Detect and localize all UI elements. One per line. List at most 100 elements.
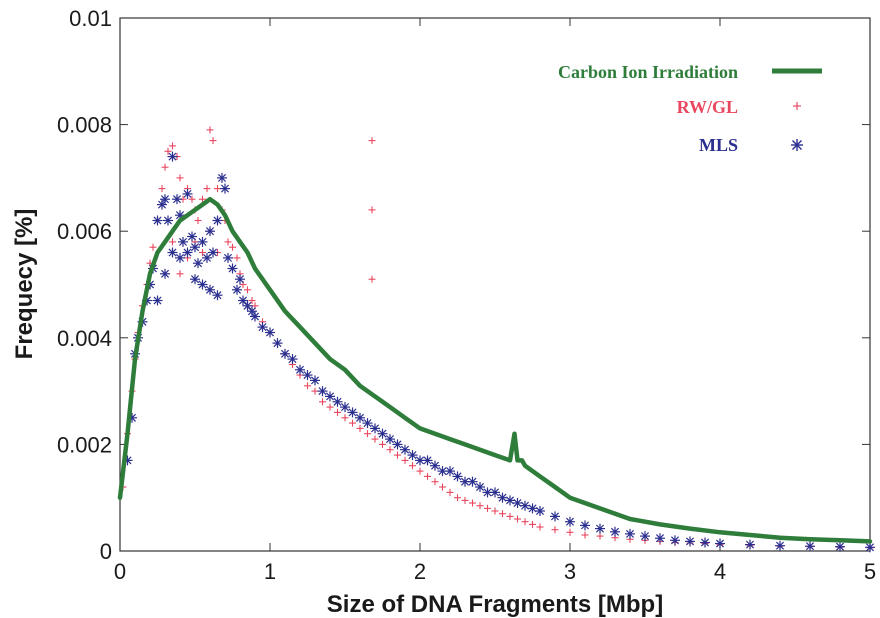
legend-label-mls: MLS [699, 135, 738, 155]
point-rw-gl [368, 137, 376, 145]
point-mls [272, 338, 283, 349]
point-mls [392, 439, 403, 450]
point-mls [167, 151, 178, 162]
x-tick-label: 4 [714, 559, 726, 584]
point-rw-gl [311, 387, 319, 395]
point-rw-gl [514, 515, 521, 523]
point-mls [167, 247, 178, 258]
point-mls [512, 498, 523, 508]
point-rw-gl [214, 185, 221, 193]
point-rw-gl [491, 507, 499, 515]
point-rw-gl [401, 456, 409, 464]
y-tick-label: 0.01 [69, 6, 112, 31]
point-rw-gl [371, 435, 379, 443]
x-axis-ticks: 0 1 2 3 4 5 [114, 18, 876, 584]
point-rw-gl [386, 446, 394, 454]
point-rw-gl [529, 520, 536, 528]
series-line-carbon-ion-irradiation [117, 196, 873, 544]
point-mls [205, 284, 215, 295]
point-rw-gl [169, 142, 176, 150]
point-rw-gl [454, 494, 461, 502]
point-rw-gl [149, 243, 157, 251]
point-mls [805, 541, 815, 552]
x-tick-label: 2 [414, 559, 426, 584]
point-rw-gl [499, 510, 506, 518]
point-rw-gl [319, 398, 326, 406]
point-mls [220, 183, 230, 194]
point-mls [212, 215, 223, 226]
y-axis-title: Frequecy [%] [11, 209, 38, 360]
point-mls [452, 471, 463, 482]
point-rw-gl [394, 451, 401, 459]
x-axis-title: Size of DNA Fragments [Mbp] [327, 591, 663, 618]
point-mls [550, 511, 560, 522]
point-mls [250, 311, 260, 322]
point-mls [475, 482, 485, 492]
point-mls [257, 322, 268, 333]
point-mls [205, 226, 215, 237]
point-mls [377, 428, 388, 439]
point-rw-gl [596, 532, 604, 540]
point-mls [160, 268, 170, 279]
point-rw-gl [536, 523, 544, 531]
point-rw-gl [379, 440, 386, 448]
point-rw-gl [484, 504, 491, 512]
point-mls [182, 188, 193, 199]
point-mls [385, 434, 395, 445]
point-mls [175, 252, 185, 263]
point-mls [370, 423, 380, 434]
point-rw-gl [233, 254, 241, 262]
point-rw-gl [581, 531, 589, 539]
point-mls [217, 172, 227, 183]
point-mls [232, 284, 242, 295]
point-rw-gl [461, 496, 469, 504]
y-tick-label: 0.004 [57, 326, 112, 351]
point-rw-gl [431, 478, 439, 486]
point-mls [302, 370, 313, 381]
point-mls [407, 450, 418, 461]
point-mls [160, 194, 170, 205]
point-rw-gl [424, 472, 431, 480]
point-mls [187, 231, 197, 242]
point-mls [655, 533, 665, 544]
point-mls [670, 535, 680, 546]
point-mls [190, 242, 200, 253]
point-mls [505, 495, 515, 506]
point-mls [227, 263, 238, 274]
point-mls [340, 402, 350, 413]
point-mls [182, 247, 193, 258]
point-mls [265, 327, 275, 338]
point-mls [280, 348, 290, 359]
point-rw-gl [161, 163, 169, 171]
point-mls [242, 300, 253, 311]
point-mls [745, 539, 755, 550]
point-rw-gl [506, 512, 514, 520]
point-rw-gl [244, 286, 251, 294]
point-rw-gl [356, 424, 364, 432]
plot-frame [119, 17, 871, 552]
legend: Carbon Ion Irradiation RW/GL MLS [558, 62, 822, 155]
point-mls [287, 354, 298, 365]
point-mls [640, 531, 650, 542]
point-rw-gl [248, 297, 256, 304]
point-mls [197, 279, 208, 290]
point-rw-gl [341, 414, 349, 422]
x-tick-label: 1 [264, 559, 276, 584]
point-mls [190, 274, 200, 285]
legend-swatch-rwgl [793, 102, 801, 110]
point-mls [865, 542, 875, 553]
point-rw-gl [476, 502, 484, 510]
point-mls [172, 194, 182, 205]
point-mls [152, 295, 163, 306]
point-mls [362, 418, 373, 429]
point-mls [295, 364, 305, 375]
point-mls [835, 541, 845, 552]
point-rw-gl [349, 419, 356, 427]
point-rw-gl [176, 270, 184, 278]
point-rw-gl [368, 275, 376, 283]
y-tick-label: 0.002 [57, 432, 112, 457]
point-rw-gl [199, 249, 206, 256]
point-mls [715, 538, 725, 549]
point-mls [400, 444, 410, 455]
